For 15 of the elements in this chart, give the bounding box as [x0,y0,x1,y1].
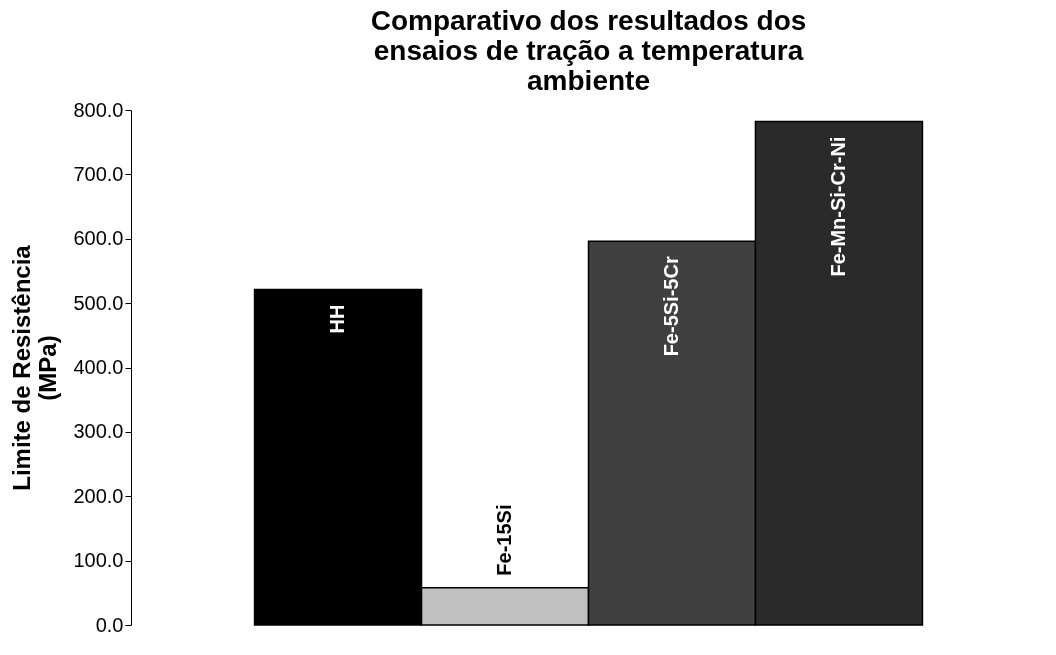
y-axis-title: Limite de Resistência (MPa) [8,244,62,491]
y-tick-label: 800.0 [73,98,124,121]
x-tick-label: Fe-Mn-Si-Cr-Ni [826,136,849,277]
x-tick-label: HH [326,304,349,334]
y-tick-label: 700.0 [73,162,124,185]
y-tick-label: 400.0 [73,356,124,378]
x-tick-label: Fe-5Si-5Cr [659,256,682,357]
y-tick-label: 300.0 [73,420,124,443]
y-tick-label: 0.0 [95,613,124,636]
chart-title: Comparativo dos resultados dos ensaios de tração a temperatura ambiente [370,5,807,96]
x-tick-label: Fe-15Si [493,504,516,576]
y-tick-label: 500.0 [73,291,124,314]
y-tick-label: 200.0 [73,484,124,507]
y-tick-label: 600.0 [73,227,124,250]
y-tick-label: 100.0 [73,549,124,572]
